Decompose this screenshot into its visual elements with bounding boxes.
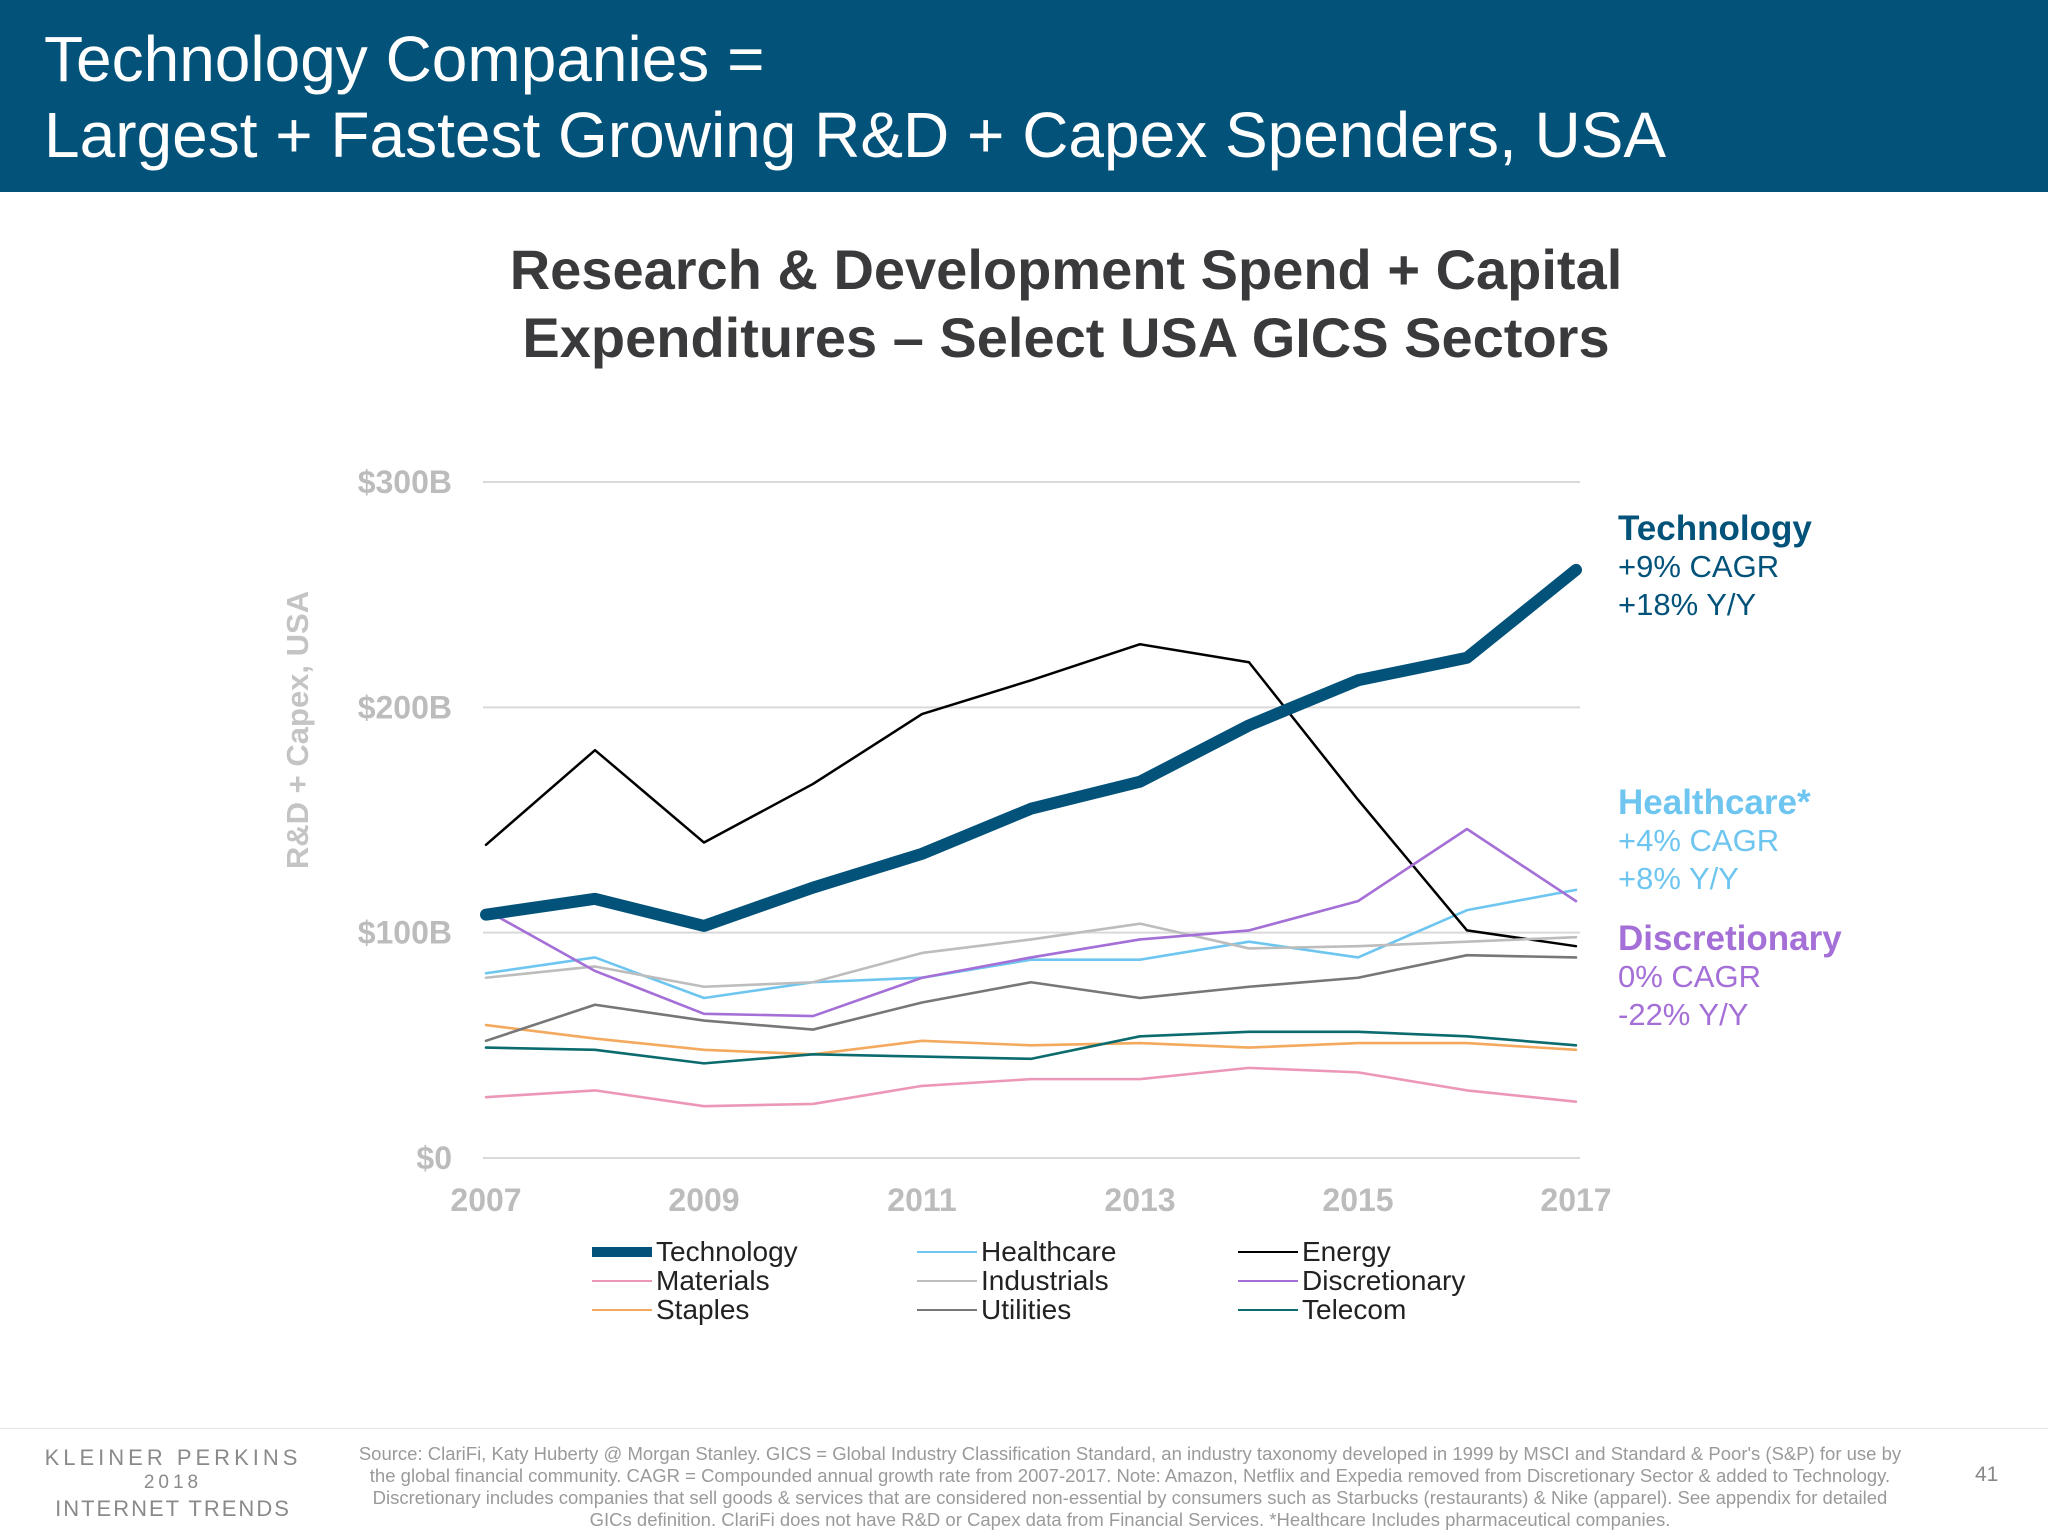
series-line-industrials — [484, 922, 1578, 989]
legend-swatch — [592, 1279, 652, 1282]
legend-label: Energy — [1302, 1235, 1391, 1267]
legend-swatch — [1238, 1279, 1298, 1282]
legend-item-technology: Technology — [592, 1235, 798, 1267]
legend-swatch — [917, 1308, 977, 1311]
legend-swatch — [1238, 1250, 1298, 1253]
legend-swatch — [917, 1279, 977, 1282]
annotation-stat: +9% CAGR — [1618, 549, 1780, 584]
legend-swatch — [1238, 1308, 1298, 1311]
annotation-stat: +4% CAGR — [1618, 823, 1780, 858]
series-line-utilities — [484, 953, 1578, 1043]
chart-title-line1: Research & Development Spend + Capital — [509, 238, 1623, 301]
legend-item-staples: Staples — [592, 1293, 750, 1325]
brand-year: 2018 — [143, 1472, 203, 1493]
annotation-title: Healthcare* — [1618, 783, 1811, 822]
legend-item-materials: Materials — [592, 1264, 770, 1296]
legend-label: Healthcare — [981, 1235, 1117, 1267]
footer-divider — [0, 1428, 2048, 1429]
legend-label: Discretionary — [1302, 1264, 1466, 1296]
brand-name: KLEINER PERKINS — [44, 1445, 302, 1470]
source-note: Source: ClariFi, Katy Huberty @ Morgan S… — [358, 1443, 1902, 1530]
series-line-technology — [480, 563, 1582, 932]
x-tick-label: 2017 — [1540, 1182, 1611, 1218]
legend-label: Telecom — [1302, 1293, 1407, 1325]
legend-swatch — [592, 1246, 652, 1257]
slide-title-line1: Technology Companies = — [44, 23, 765, 95]
x-tick-label: 2013 — [1104, 1182, 1175, 1218]
legend-item-industrials: Industrials — [917, 1264, 1109, 1296]
legend-item-utilities: Utilities — [917, 1293, 1072, 1325]
series-line-healthcare — [484, 888, 1578, 1000]
annotation-healthcare: Healthcare* +4% CAGR +8% Y/Y — [1618, 784, 1811, 898]
series-line-telecom — [484, 1030, 1578, 1065]
legend-swatch — [917, 1250, 977, 1253]
legend-label: Staples — [656, 1293, 750, 1325]
annotation-stat: +18% Y/Y — [1618, 587, 1757, 622]
legend-item-energy: Energy — [1238, 1235, 1391, 1267]
legend-item-discretionary: Discretionary — [1238, 1264, 1466, 1296]
y-tick-label: $200B — [358, 689, 452, 725]
y-tick-label: $100B — [358, 915, 452, 951]
legend-item-telecom: Telecom — [1238, 1293, 1407, 1325]
x-tick-label: 2007 — [450, 1182, 521, 1218]
legend-label: Industrials — [981, 1264, 1109, 1296]
legend-item-healthcare: Healthcare — [917, 1235, 1117, 1267]
annotation-stat: 0% CAGR — [1618, 959, 1761, 994]
legend-label: Technology — [656, 1235, 798, 1267]
x-tick-label: 2011 — [887, 1182, 956, 1218]
brand-subtitle: INTERNET TRENDS — [55, 1496, 291, 1521]
series-line-materials — [484, 1066, 1578, 1108]
annotation-title: Discretionary — [1618, 919, 1842, 958]
annotation-stat: -22% Y/Y — [1618, 997, 1749, 1032]
series-line-energy — [484, 642, 1578, 948]
y-tick-label: $300B — [358, 464, 452, 500]
legend-label: Materials — [656, 1264, 770, 1296]
annotation-stat: +8% Y/Y — [1618, 861, 1739, 896]
legend-label: Utilities — [981, 1293, 1072, 1325]
chart-title-line2: Expenditures – Select USA GICS Sectors — [522, 306, 1610, 369]
y-tick-label: $0 — [416, 1140, 452, 1176]
y-axis-label: R&D + Capex, USA — [280, 591, 315, 869]
slide-title-line2: Largest + Fastest Growing R&D + Capex Sp… — [44, 99, 1667, 171]
page-number: 41 — [1975, 1463, 1999, 1486]
x-tick-label: 2015 — [1322, 1182, 1393, 1218]
series-line-staples — [484, 1023, 1578, 1056]
legend-swatch — [592, 1308, 652, 1311]
slide-header: Technology Companies = Largest + Fastest… — [0, 0, 2048, 192]
annotation-technology: Technology +9% CAGR +18% Y/Y — [1618, 510, 1812, 624]
x-tick-label: 2009 — [668, 1182, 739, 1218]
annotation-title: Technology — [1618, 509, 1812, 548]
series-line-discretionary — [484, 827, 1578, 1018]
annotation-discretionary: Discretionary 0% CAGR -22% Y/Y — [1618, 920, 1842, 1034]
